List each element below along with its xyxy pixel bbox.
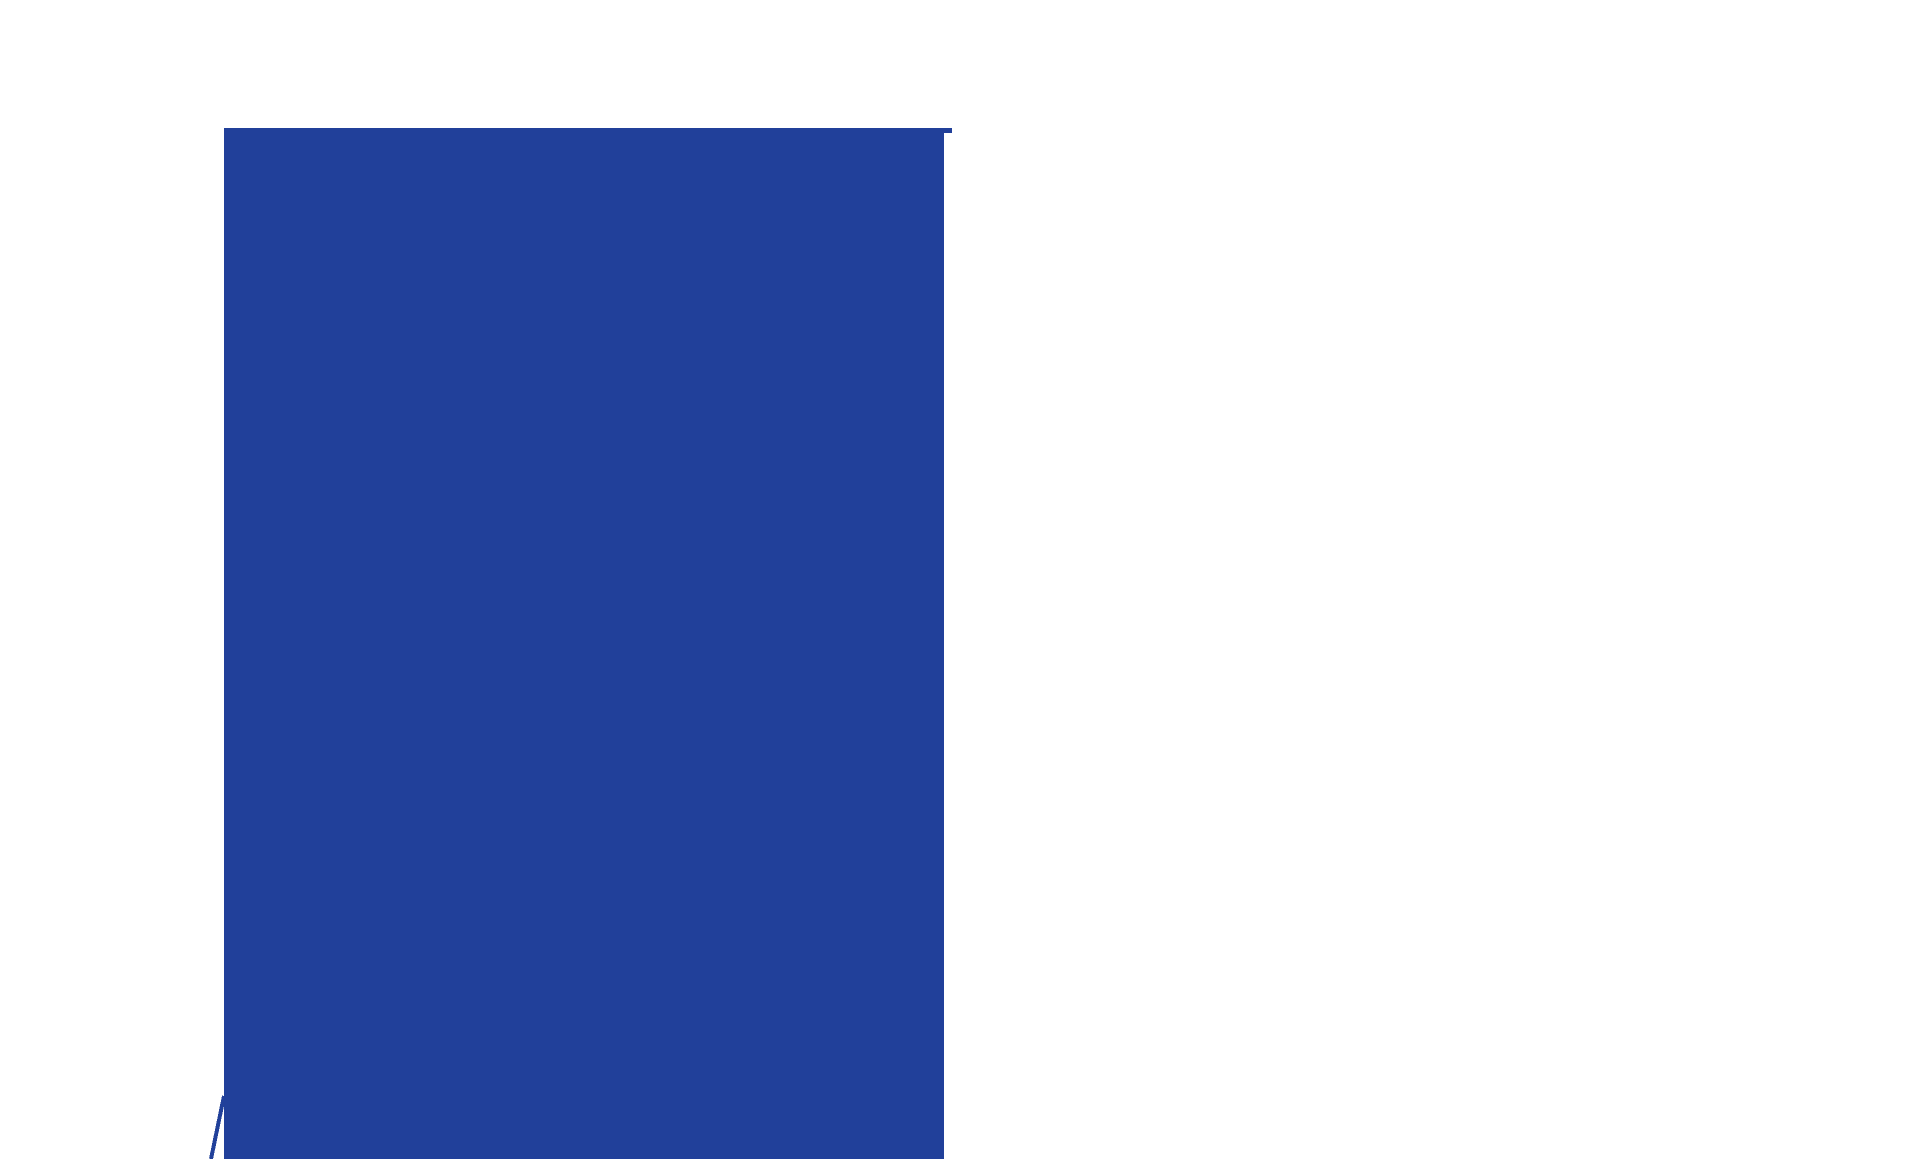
letter-stem-shape bbox=[224, 128, 944, 1159]
letter-top-serif-tab-shape bbox=[944, 128, 952, 133]
letter-diagonal-leg-shape bbox=[209, 1095, 226, 1159]
